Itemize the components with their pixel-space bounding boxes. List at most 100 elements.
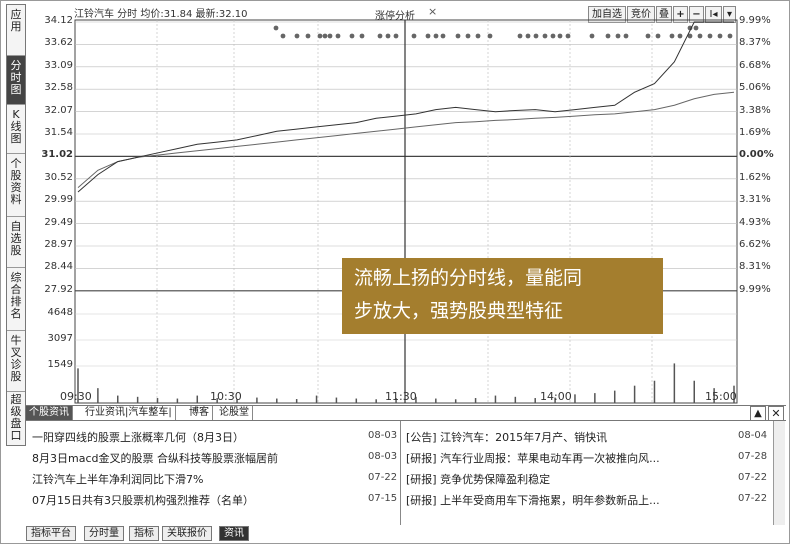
vtab-ranking-label: 综合排名 <box>10 271 22 320</box>
btab-related-quote[interactable]: 关联报价 <box>162 526 212 541</box>
signal-dot <box>385 33 391 39</box>
signal-dot <box>517 33 523 39</box>
vtab-level2[interactable]: 超级盘口 <box>7 392 25 444</box>
percent-tick: 8.31% <box>739 261 771 273</box>
percent-tick: 9.99% <box>739 283 771 295</box>
auction-button[interactable]: 竞价 <box>627 6 655 23</box>
vtab-profile[interactable]: 个股资料 <box>7 154 25 217</box>
analysis-title: 涨停分析 <box>375 11 415 22</box>
signal-dot <box>455 33 461 39</box>
intraday-chart <box>74 19 738 404</box>
news-item-left[interactable]: 一阳穿四线的股票上涨概率几何（8月3日） <box>32 431 244 444</box>
percent-tick: 5.06% <box>739 82 771 94</box>
news-list-right: [公告] 江铃汽车：2015年7月产、销快讯 08-04 [研报] 汽车行业周报：苹… <box>406 430 768 507</box>
vtab-watchlist[interactable]: 自选股 <box>7 217 25 268</box>
news-list-left: 一阳穿四线的股票上涨概率几何（8月3日） 08-03 8月3日macd金叉的股票 合… <box>32 430 398 507</box>
signal-dot <box>623 33 629 39</box>
signal-dot <box>655 33 661 39</box>
vtab-diagnosis[interactable]: 牛叉诊股 <box>7 331 25 392</box>
btab-indicator-platform[interactable]: 指标平台 <box>26 526 76 541</box>
news-item-right[interactable]: [研报] 汽车行业周报：苹果电动车再一次被推向风... <box>406 452 660 465</box>
tab-forum[interactable]: 论股堂 <box>216 406 253 420</box>
vtab-apps[interactable]: 应用 <box>7 5 25 56</box>
signal-dot <box>317 33 323 39</box>
btab-indicator[interactable]: 指标 <box>129 526 159 541</box>
signal-dot <box>717 33 723 39</box>
signal-dot <box>645 33 651 39</box>
add-watchlist-button[interactable]: 加自选 <box>588 6 626 23</box>
price-tick: 27.92 <box>44 283 73 295</box>
price-tick: 29.49 <box>44 216 73 228</box>
signal-dot <box>349 33 355 39</box>
vtab-level2-label: 超级盘口 <box>10 393 22 442</box>
signal-dot <box>280 33 286 39</box>
tab-blog[interactable]: 博客 <box>186 406 213 420</box>
signal-dot <box>557 33 563 39</box>
news-date-right: 07-22 <box>738 472 768 483</box>
signal-dot <box>707 33 713 39</box>
zoom-out-button[interactable]: − <box>689 6 704 23</box>
news-item-right[interactable]: [公告] 江铃汽车：2015年7月产、销快讯 <box>406 431 608 444</box>
vtab-ranking[interactable]: 综合排名 <box>7 268 25 331</box>
percent-tick: 3.38% <box>739 104 771 116</box>
signal-dot <box>322 33 328 39</box>
signal-dot <box>273 25 279 31</box>
signal-dot <box>487 33 493 39</box>
signal-dot <box>727 33 733 39</box>
vtab-watchlist-label: 自选股 <box>10 220 22 257</box>
close-icon[interactable]: × <box>428 5 438 18</box>
percent-tick: 9.99% <box>739 15 771 26</box>
x-tick-0930: 09:30 <box>60 390 92 403</box>
signal-dot <box>425 33 431 39</box>
signal-dot <box>687 33 693 39</box>
signal-dot <box>605 33 611 39</box>
signal-dot <box>565 33 571 39</box>
volume-tick: 1549 <box>47 359 73 370</box>
x-tick-1500: 15:00 <box>705 390 737 403</box>
signal-dot <box>377 33 383 39</box>
overlay-button[interactable]: 叠 <box>656 6 672 23</box>
tab-industry-news[interactable]: 行业资讯|汽车整车| <box>82 406 176 420</box>
panel-close-icon[interactable]: ✕ <box>768 406 784 421</box>
signal-dot <box>542 33 548 39</box>
percent-tick: 3.31% <box>739 194 771 206</box>
btab-volume[interactable]: 分时量 <box>84 526 124 541</box>
price-tick: 28.97 <box>44 239 73 250</box>
news-date-right: 07-28 <box>738 451 768 462</box>
zoom-in-button[interactable]: + <box>673 6 688 23</box>
volume-bars <box>77 363 735 403</box>
signal-dot <box>411 33 417 39</box>
signal-markers <box>273 25 733 39</box>
news-item-right[interactable]: [研报] 竞争优势保障盈利稳定 <box>406 473 551 486</box>
signal-dot <box>589 33 595 39</box>
signal-dot <box>533 33 539 39</box>
btab-news[interactable]: 资讯 <box>219 526 249 541</box>
percent-tick: 6.68% <box>739 59 771 71</box>
percent-tick: 1.62% <box>739 171 771 183</box>
vtab-intraday[interactable]: 分时图 <box>7 56 25 105</box>
news-tab-bar: 个股资讯 行业资讯|汽车整车| 博客 论股堂 ▲ ✕ <box>26 405 786 421</box>
price-tick: 32.58 <box>44 82 73 94</box>
signal-dot <box>327 33 333 39</box>
price-tick: 32.07 <box>44 104 73 116</box>
vtab-diagnosis-label: 牛叉诊股 <box>10 334 22 383</box>
news-item-right[interactable]: [研报] 上半年受商用车下滑拖累，明年参数新品上... <box>406 494 660 507</box>
news-item-left[interactable]: 江铃汽车上半年净利润同比下滑7% <box>32 473 204 486</box>
vtab-profile-label: 个股资料 <box>10 157 22 206</box>
news-item-left[interactable]: 07月15日共有3只股票机构强烈推荐（名单） <box>32 494 254 507</box>
collapse-up-icon[interactable]: ▲ <box>750 406 766 421</box>
signal-dot <box>550 33 556 39</box>
signal-dot <box>693 25 699 31</box>
signal-dot <box>525 33 531 39</box>
x-tick-1400: 14:00 <box>540 390 572 403</box>
signal-dot <box>305 33 311 39</box>
percent-tick: 0.00% <box>739 149 774 161</box>
news-scrollbar[interactable] <box>773 421 785 525</box>
vtab-apps-label: 应用 <box>10 8 22 33</box>
news-item-left[interactable]: 8月3日macd金叉的股票 合纵科技等股票涨幅居前 <box>32 452 278 465</box>
news-date-left: 08-03 <box>368 430 398 441</box>
tab-stock-news[interactable]: 个股资讯 <box>26 406 73 420</box>
percent-tick: 1.69% <box>739 127 771 138</box>
